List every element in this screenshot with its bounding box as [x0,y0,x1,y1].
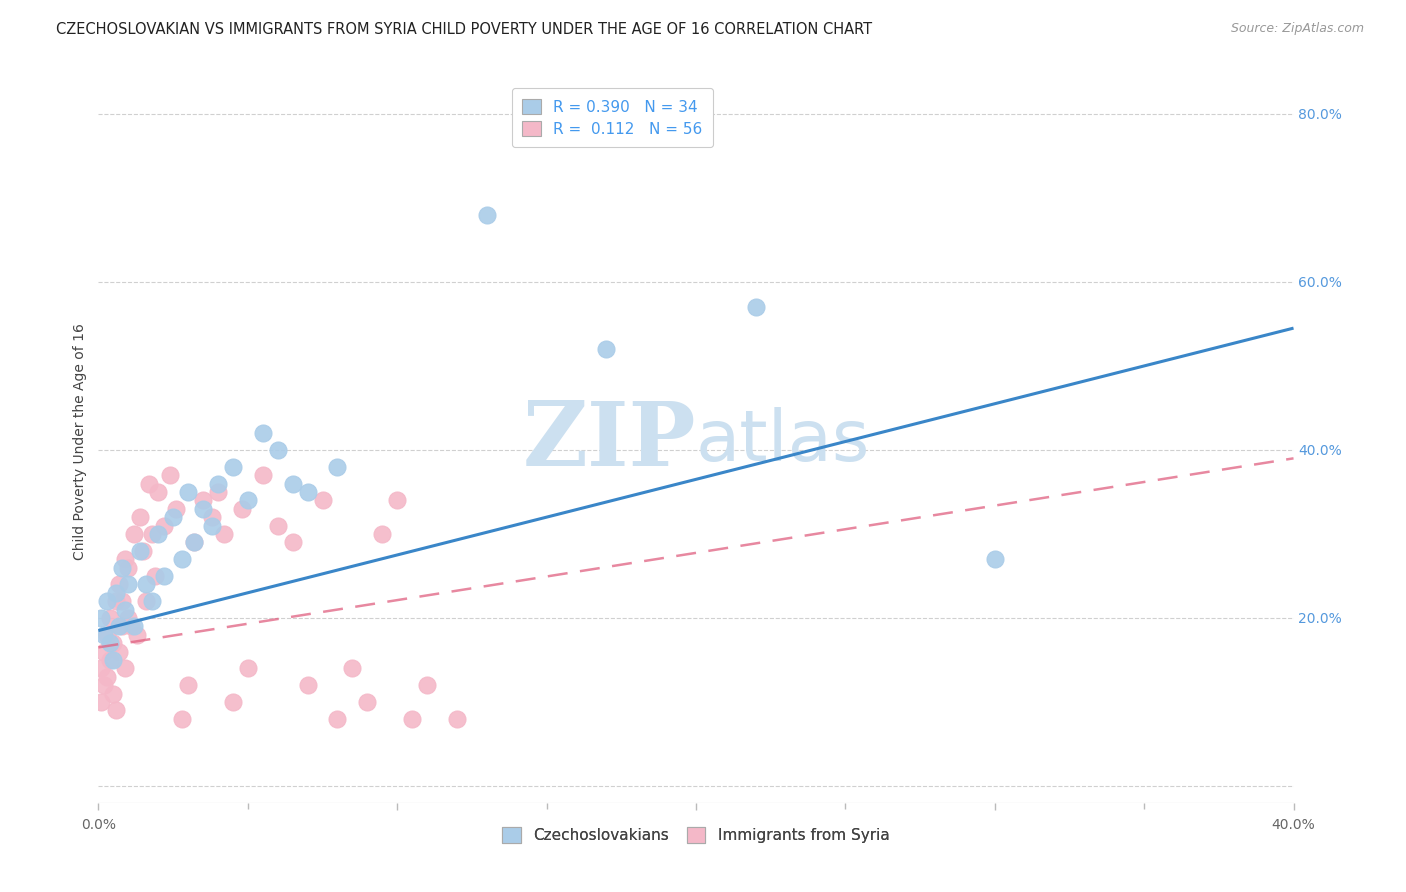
Point [595,342,617,356]
Text: CZECHOSLOVAKIAN VS IMMIGRANTS FROM SYRIA CHILD POVERTY UNDER THE AGE OF 16 CORRE: CZECHOSLOVAKIAN VS IMMIGRANTS FROM SYRIA… [56,22,872,37]
Point [297,678,319,692]
Point [222,459,245,474]
Point [201,518,224,533]
Point [311,493,333,508]
Point [236,493,259,508]
Point [93,678,115,692]
Point [141,527,163,541]
Point [201,510,224,524]
Point [111,560,134,574]
Point [90,695,112,709]
Point [98,611,122,625]
Point [105,586,128,600]
Point [108,619,131,633]
Point [96,670,118,684]
Point [96,628,118,642]
Point [141,594,163,608]
Point [114,552,136,566]
Point [124,527,146,541]
Point [191,501,214,516]
Point [117,611,139,625]
Point [98,636,122,650]
Point [162,510,184,524]
Point [371,527,394,541]
Point [267,518,290,533]
Point [98,653,122,667]
Point [252,468,274,483]
Point [984,552,1007,566]
Point [103,636,125,650]
Point [103,653,125,667]
Point [172,712,194,726]
Point [159,468,181,483]
Point [231,501,253,516]
Point [252,426,274,441]
Text: ZIP: ZIP [523,398,696,485]
Text: Source: ZipAtlas.com: Source: ZipAtlas.com [1230,22,1364,36]
Point [401,712,423,726]
Point [129,510,152,524]
Point [129,543,152,558]
Point [120,619,142,633]
Y-axis label: Child Poverty Under the Age of 16: Child Poverty Under the Age of 16 [73,323,87,560]
Point [416,678,439,692]
Point [342,661,364,675]
Point [96,594,118,608]
Point [103,687,125,701]
Point [172,552,194,566]
Point [90,661,112,675]
Text: atlas: atlas [696,407,870,476]
Point [132,543,155,558]
Point [267,442,290,457]
Point [127,628,149,642]
Point [236,661,259,675]
Point [177,678,200,692]
Point [177,485,200,500]
Point [114,602,136,616]
Point [281,476,304,491]
Point [148,485,170,500]
Point [222,695,245,709]
Point [385,493,409,508]
Point [191,493,214,508]
Point [105,594,128,608]
Point [745,300,768,314]
Point [475,208,498,222]
Point [183,535,205,549]
Point [105,703,128,717]
Point [117,560,139,574]
Point [165,501,187,516]
Point [117,577,139,591]
Point [114,661,136,675]
Point [90,611,112,625]
Point [281,535,304,549]
Point [138,476,160,491]
Point [124,619,146,633]
Legend: Czechoslovakians, Immigrants from Syria: Czechoslovakians, Immigrants from Syria [496,822,896,849]
Point [148,527,170,541]
Point [143,569,166,583]
Point [212,527,235,541]
Point [135,577,157,591]
Point [135,594,157,608]
Point [153,569,176,583]
Point [183,535,205,549]
Point [111,594,134,608]
Point [108,577,131,591]
Point [207,485,229,500]
Point [326,459,349,474]
Point [207,476,229,491]
Point [108,644,131,658]
Point [93,628,115,642]
Point [356,695,378,709]
Point [153,518,176,533]
Point [297,485,319,500]
Point [326,712,349,726]
Point [446,712,468,726]
Point [111,619,134,633]
Point [93,644,115,658]
